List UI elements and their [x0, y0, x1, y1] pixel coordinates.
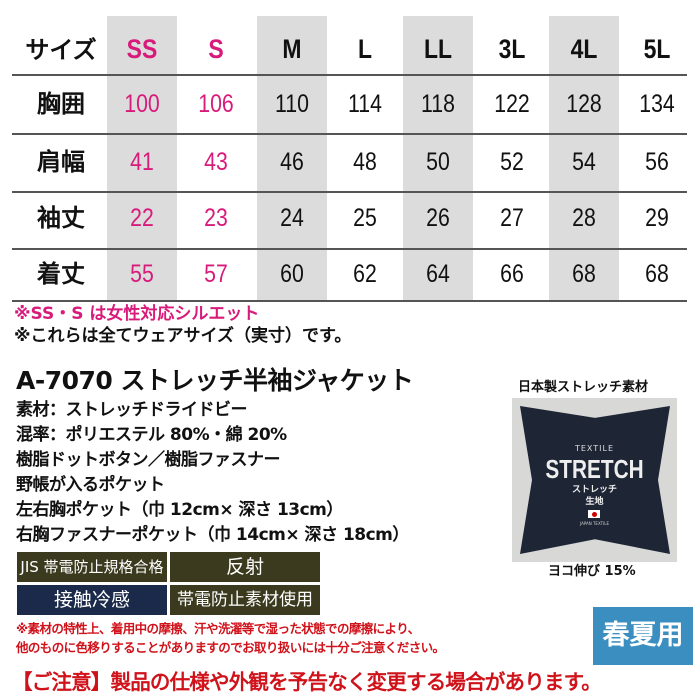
table-cell: 25 — [353, 204, 377, 232]
logo-small: TEXTILE — [574, 444, 615, 453]
size-header-ss: SS — [126, 34, 158, 64]
size-header-5l: 5L — [643, 34, 671, 64]
row-label: 着丈 — [37, 260, 85, 288]
actual-size-note: ※これらは全てウェアサイズ（実寸）です。 — [14, 326, 352, 346]
table-cell: 57 — [204, 260, 228, 288]
spec-line: 混率：ポリエステル 80%・綿 20% — [16, 425, 287, 445]
table-cell: 134 — [639, 90, 675, 118]
table-cell: 22 — [130, 204, 154, 232]
table-cell: 50 — [426, 148, 450, 176]
logo-jp2: 生地 — [585, 497, 604, 507]
care-note-line2: 他のものに色移りすることがありますのでお取り扱いには十分ご注意ください。 — [16, 640, 445, 655]
column-highlight — [403, 16, 473, 301]
size-header-4l: 4L — [570, 34, 598, 64]
table-cell: 23 — [204, 204, 228, 232]
column-highlight — [257, 16, 327, 301]
caution-text: 【ご注意】製品の仕様や外観を予告なく変更する場合があります。 — [12, 670, 602, 694]
divider — [12, 248, 687, 250]
japan-flag-icon — [588, 510, 600, 518]
size-header-ll: LL — [423, 34, 453, 64]
table-cell: 106 — [198, 90, 234, 118]
divider — [12, 300, 687, 302]
feature-badge: 接触冷感 — [17, 585, 167, 615]
table-cell: 29 — [645, 204, 669, 232]
table-cell: 55 — [130, 260, 154, 288]
fabric-caption-bottom: ヨコ伸び 15% — [548, 564, 636, 579]
spec-line: 左右胸ポケット（巾 12cm× 深さ 13cm） — [16, 500, 343, 520]
table-cell: 62 — [353, 260, 377, 288]
table-cell: 28 — [572, 204, 596, 232]
column-highlight — [549, 16, 619, 301]
spec-line: 野帳が入るポケット — [16, 475, 165, 495]
table-cell: 100 — [124, 90, 160, 118]
table-cell: 66 — [500, 260, 524, 288]
care-note-line1: ※素材の特性上、着用中の摩擦、汗や洗濯等で湿った状態での摩擦により、 — [16, 621, 420, 636]
spec-line: 素材：ストレッチドライドビー — [16, 400, 248, 420]
spec-line: 右胸ファスナーポケット（巾 14cm× 深さ 18cm） — [16, 525, 409, 545]
table-cell: 60 — [280, 260, 304, 288]
women-fit-note: ※SS・S は女性対応シルエット — [14, 304, 260, 324]
table-cell: 128 — [566, 90, 602, 118]
table-cell: 110 — [275, 90, 309, 118]
product-title: A-7070 ストレッチ半袖ジャケット — [16, 366, 414, 395]
divider — [12, 191, 687, 193]
table-cell: 52 — [500, 148, 524, 176]
fabric-image: TEXTILE STRETCH ストレッチ 生地 JAPAN TEXTILE — [512, 398, 677, 562]
table-cell: 48 — [353, 148, 377, 176]
spec-line: 樹脂ドットボタン／樹脂ファスナー — [16, 450, 281, 470]
feature-badge: 反射 — [170, 552, 320, 582]
feature-badge: JIS 帯電防止規格合格 — [17, 552, 167, 582]
size-header-3l: 3L — [498, 34, 526, 64]
table-cell: 43 — [204, 148, 228, 176]
table-cell: 68 — [572, 260, 596, 288]
logo-foot: JAPAN TEXTILE — [579, 521, 610, 526]
table-cell: 68 — [645, 260, 669, 288]
size-header-label: サイズ — [25, 36, 97, 64]
table-cell: 56 — [645, 148, 669, 176]
size-header-s: S — [208, 34, 224, 64]
feature-badge: 帯電防止素材使用 — [170, 585, 320, 615]
logo-big: STRETCH — [545, 454, 644, 484]
table-cell: 122 — [494, 90, 530, 118]
table-cell: 46 — [280, 148, 304, 176]
logo-jp1: ストレッチ — [571, 485, 617, 495]
table-cell: 54 — [572, 148, 596, 176]
size-header-m: M — [282, 34, 302, 64]
row-label: 袖丈 — [37, 204, 85, 232]
divider — [12, 133, 687, 135]
table-cell: 118 — [421, 90, 455, 118]
table-cell: 114 — [348, 90, 382, 118]
divider — [12, 74, 687, 76]
table-cell: 41 — [130, 148, 154, 176]
table-cell: 64 — [426, 260, 450, 288]
table-cell: 27 — [500, 204, 524, 232]
fabric-caption-top: 日本製ストレッチ素材 — [518, 380, 649, 395]
row-label: 肩幅 — [37, 148, 85, 176]
column-highlight — [107, 16, 177, 301]
season-badge: 春夏用 — [593, 607, 693, 665]
table-cell: 26 — [426, 204, 450, 232]
row-label: 胸囲 — [37, 90, 85, 118]
size-header-l: L — [357, 34, 373, 64]
table-cell: 24 — [280, 204, 304, 232]
